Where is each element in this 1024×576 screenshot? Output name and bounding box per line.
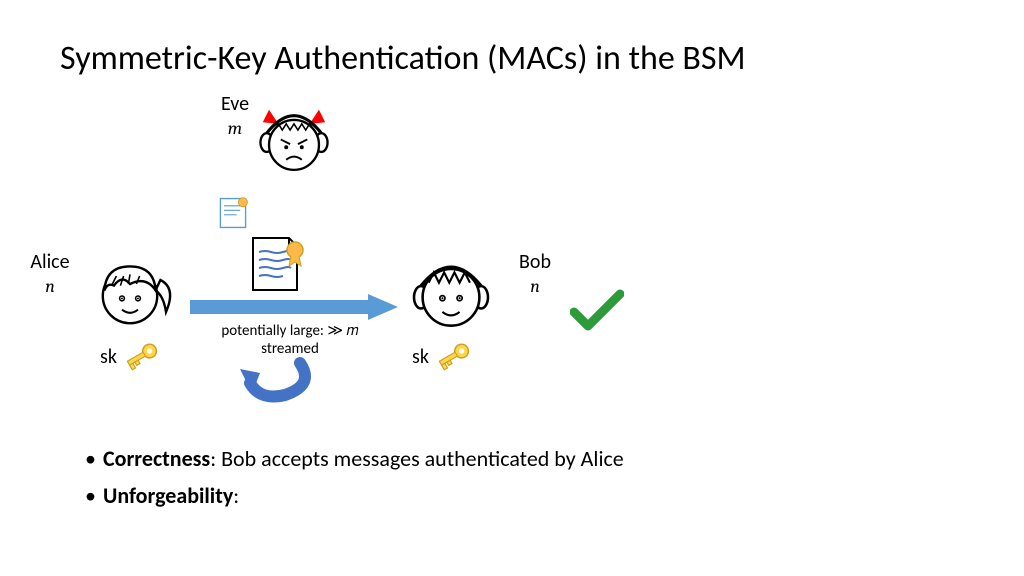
eve-face-icon [255,102,333,180]
bob-label: Bob n [510,250,560,298]
correctness-bold: Correctness [103,445,210,472]
bob-key-icon [434,340,472,372]
eve-name: Eve [221,92,249,116]
alice-sk-label: sk [100,345,117,369]
bob-face-icon [408,250,494,336]
alice-key-icon [122,340,160,372]
alice-face-icon [90,248,178,336]
slide-title: Symmetric-Key Authentication (MACs) in t… [60,38,984,79]
checkmark-icon [570,288,624,332]
eve-label: Eve m [210,92,260,140]
message-arrow-icon [190,292,400,322]
small-document-icon [215,195,251,231]
alice-label: Alice n [20,250,80,298]
stream-note: potentially large: ≫ 𝑚 streamed [200,322,380,358]
bob-mem-var: n [530,276,540,297]
bullet-list: Correctness: Bob accepts messages authen… [85,445,624,519]
bullet-unforgeability: Unforgeability: [85,482,624,509]
bob-name: Bob [519,250,551,274]
correctness-rest: : Bob accepts messages authenticated by … [210,445,624,472]
unforge-rest: : [233,482,239,509]
bullet-correctness: Correctness: Bob accepts messages authen… [85,445,624,472]
alice-mem-var: n [45,276,55,297]
alice-name: Alice [30,250,69,274]
unforge-bold: Unforgeability [103,482,233,509]
note-line1: potentially large: ≫ 𝑚 [221,322,358,340]
eve-mem-var: m [228,118,242,139]
loop-arrow-icon [230,355,320,405]
bob-sk-label: sk [412,345,429,369]
document-icon [245,232,305,296]
